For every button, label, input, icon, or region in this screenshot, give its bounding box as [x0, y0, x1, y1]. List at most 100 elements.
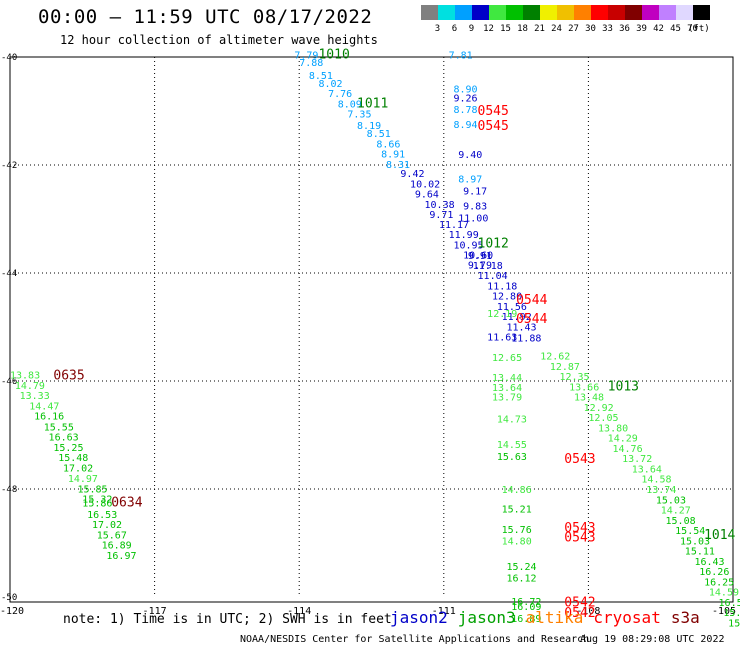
longitude-label: -114 [287, 606, 311, 617]
swh-value: 14.47 [29, 401, 59, 412]
swh-value: 10.60 [463, 251, 493, 262]
pass-time: 0542 [564, 595, 595, 610]
swh-value: 15.24 [506, 562, 536, 573]
swh-value: 8.90 [453, 84, 477, 95]
swh-value: 13.48 [574, 393, 604, 404]
latitude-label: -50 [1, 593, 17, 603]
latitude-label: -44 [1, 269, 17, 279]
swh-value: 8.09 [338, 99, 362, 110]
timestamp-text: Aug 19 08:29:08 UTC 2022 [580, 634, 725, 645]
swh-value: 16.16 [34, 412, 64, 423]
swh-value: 12.65 [492, 353, 522, 364]
swh-value: 11.63 [487, 333, 517, 344]
swh-value: 14.79 [15, 381, 45, 392]
swh-value: 11.18 [473, 261, 503, 272]
pass-time: 0543 [564, 531, 595, 546]
swh-value: 14.59 [709, 588, 739, 599]
scale-tick-label: 45 [670, 24, 681, 34]
swh-value: 8.91 [381, 150, 405, 161]
swh-value: 16.25 [704, 577, 734, 588]
chart-subtitle: 12 hour collection of altimeter wave hei… [60, 33, 378, 47]
swh-value: 12.87 [550, 362, 580, 373]
latitude-label: -46 [1, 377, 17, 387]
pass-time: 0545 [478, 119, 509, 134]
swh-value: 15.32 [82, 495, 112, 506]
scale-tick-label: 12 [483, 24, 494, 34]
longitude-label: -105 [712, 606, 736, 617]
scale-tick-label: 70 [687, 24, 698, 34]
scale-swatch [642, 5, 659, 20]
swh-value: 14.27 [661, 506, 691, 517]
swh-value: 9.17 [463, 186, 487, 197]
swh-value: 11.18 [487, 281, 517, 292]
swh-value: 16.52 [719, 598, 740, 609]
latitude-label: -40 [1, 53, 17, 63]
swh-value: 10.02 [410, 179, 440, 190]
latitude-label: -48 [1, 485, 17, 495]
swh-value: 11.04 [478, 271, 508, 282]
swh-value: 9.79 [468, 260, 492, 271]
longitude-label: -108 [576, 606, 600, 617]
scale-tick-label: 9 [468, 24, 475, 34]
swh-value: 14.86 [502, 485, 532, 496]
swh-value: 14.76 [613, 444, 643, 455]
graticule [10, 57, 733, 597]
swh-value: 12.92 [584, 403, 614, 414]
map-frame [9, 56, 734, 603]
swh-value: 15.55 [44, 422, 74, 433]
swh-value: 9.26 [453, 94, 477, 105]
swh-value: 15.67 [97, 530, 127, 541]
swh-value: 9.40 [458, 150, 482, 161]
swh-value: 11.88 [511, 333, 541, 344]
swh-value: 12.62 [540, 352, 570, 363]
scale-swatch [659, 5, 676, 20]
swh-value: 11.56 [497, 302, 527, 313]
swh-value: 15.11 [685, 547, 715, 558]
longitude-label: -120 [0, 606, 24, 617]
swh-value: 13.72 [622, 454, 652, 465]
pass-time: 1012 [478, 236, 509, 251]
satellite-legend-altika: altika [525, 608, 584, 627]
swh-value: 8.97 [458, 175, 482, 186]
swh-value: 8.94 [453, 120, 477, 131]
swh-value: 15.21 [502, 504, 532, 515]
swh-value: 14.58 [641, 475, 671, 486]
swh-value: 9.91 [468, 251, 492, 262]
scale-swatch [676, 5, 693, 20]
swh-value: 16.63 [49, 433, 79, 444]
scale-swatch [489, 5, 506, 20]
swh-value: 16.53 [87, 510, 117, 521]
scale-tick-label: 36 [619, 24, 630, 34]
swh-value: 9.64 [415, 190, 439, 201]
satellite-legend-jason2: jason2 [390, 608, 448, 627]
swh-value: 15.63 [497, 452, 527, 463]
swh-value: 14.29 [608, 434, 638, 445]
scale-swatch [523, 5, 540, 20]
scale-swatch [608, 5, 625, 20]
swh-value: 8.51 [367, 129, 391, 140]
pass-time: 0545 [478, 104, 509, 119]
scale-swatch [591, 5, 608, 20]
satellite-legend-s3a: s3a [670, 608, 700, 627]
swh-value: 15.85 [77, 484, 107, 495]
scale-swatch [625, 5, 642, 20]
axis-labels: -120 -117 -114 -111 -108 -105 -40 -42 -44 -46 -48 -… [0, 53, 736, 617]
swh-value: 13.66 [569, 382, 599, 393]
swh-value: 7.81 [449, 50, 473, 61]
swh-value: 12.80 [492, 292, 522, 303]
swh-value: 15.03 [680, 536, 710, 547]
chart-title: 00:00 – 11:59 UTC 08/17/2022 [38, 6, 373, 28]
swh-value: 14.97 [68, 474, 98, 485]
swh-value: 13.44 [492, 373, 522, 384]
swh-value: 15.48 [58, 453, 88, 464]
swh-value: 13.33 [20, 391, 50, 402]
swh-value: 12.19 [487, 309, 517, 320]
swh-value: 15.76 [502, 525, 532, 536]
swh-value: 11.00 [458, 213, 488, 224]
pass-time: 0635 [53, 369, 84, 384]
swh-value: 8.78 [453, 105, 477, 116]
scale-swatch [574, 5, 591, 20]
pass-time: 0634 [111, 496, 142, 511]
scale-tick-label: 42 [653, 24, 664, 34]
